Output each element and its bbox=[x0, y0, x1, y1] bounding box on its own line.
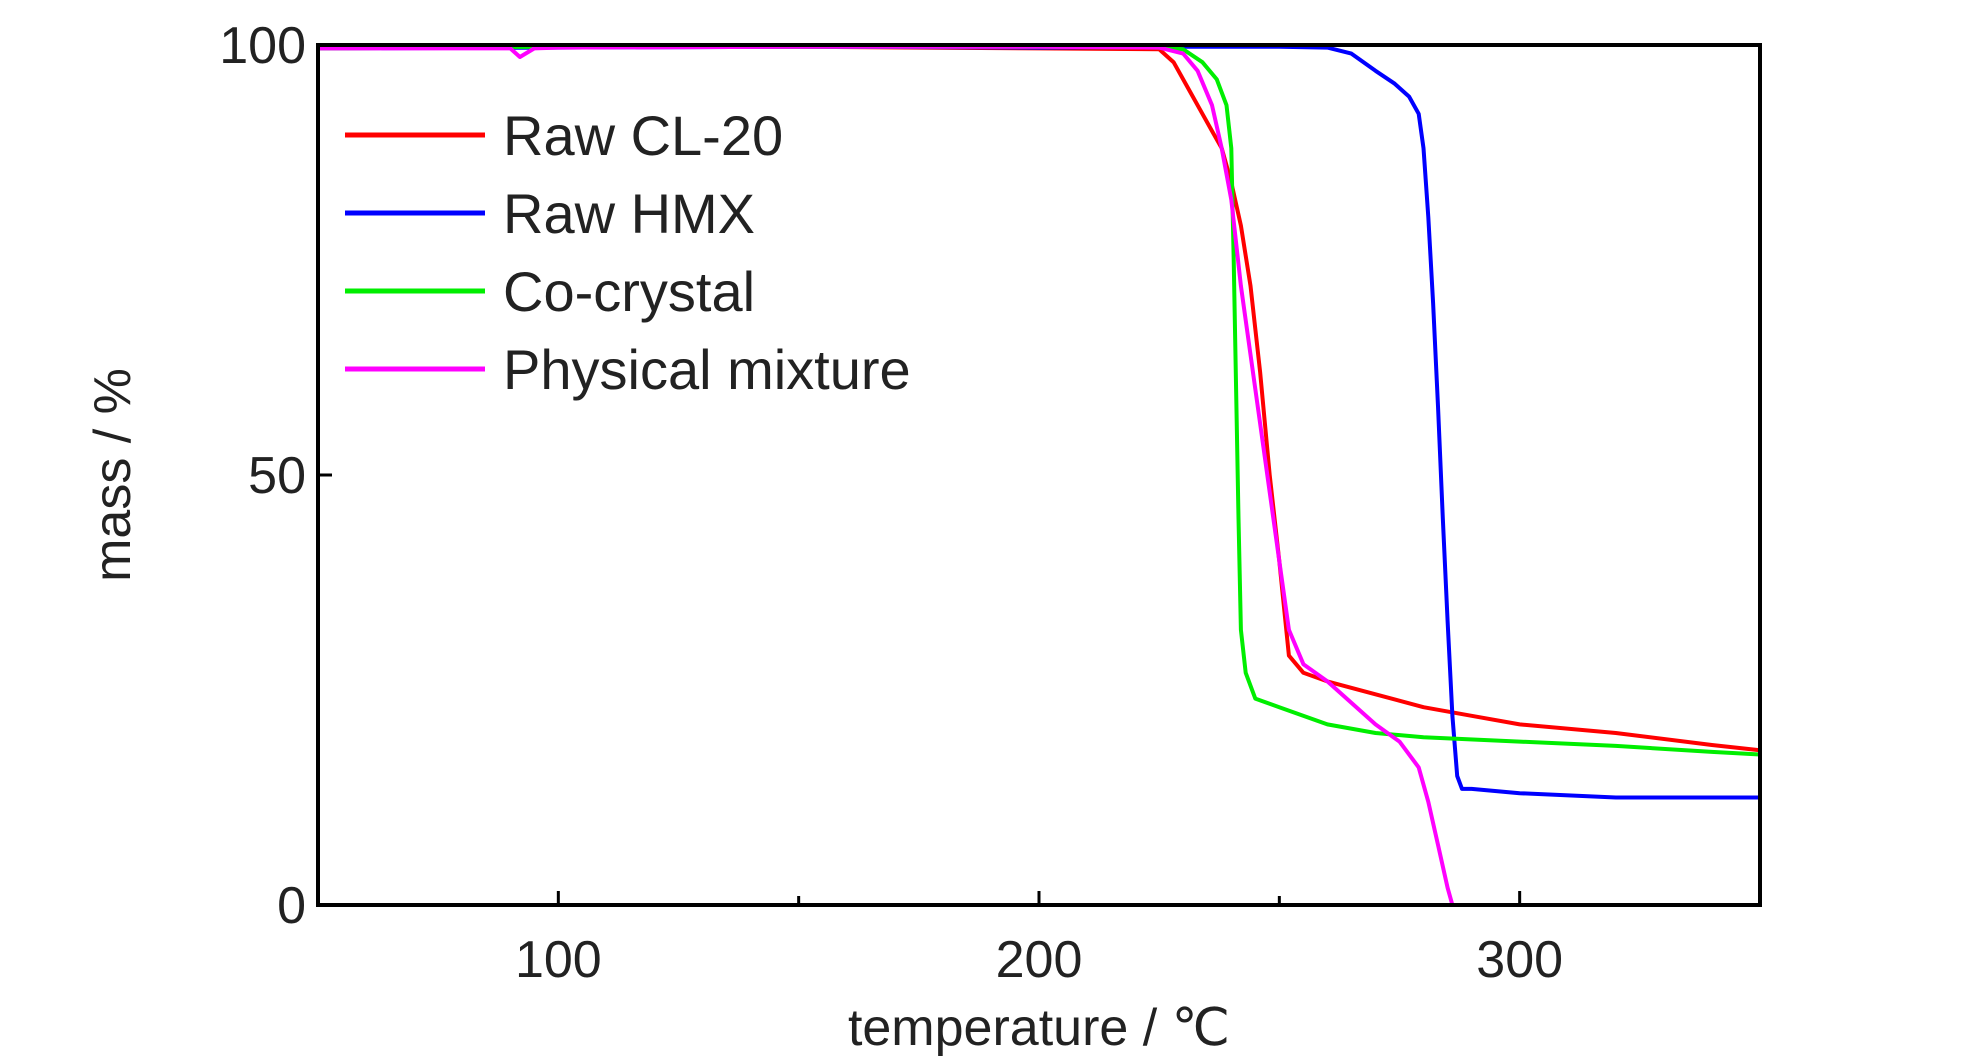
y-tick-label: 50 bbox=[248, 447, 306, 505]
series-line-0 bbox=[316, 44, 1762, 753]
legend-background bbox=[335, 95, 995, 417]
x-tick-label: 200 bbox=[996, 931, 1083, 989]
x-axis-title: temperature / ℃ bbox=[848, 999, 1230, 1057]
x-tick-label: 100 bbox=[515, 931, 602, 989]
y-tick-label: 100 bbox=[219, 17, 306, 75]
y-axis-title: mass / % bbox=[84, 368, 142, 582]
legend-label: Raw HMX bbox=[503, 182, 755, 245]
legend-label: Co-crystal bbox=[503, 260, 755, 323]
ticks-layer: 100 200 300 0 50 100 bbox=[219, 17, 1563, 989]
legend-label: Raw CL-20 bbox=[503, 104, 783, 167]
x-tick-label: 300 bbox=[1476, 931, 1563, 989]
legend-label: Physical mixture bbox=[503, 338, 911, 401]
y-tick-label: 0 bbox=[277, 877, 306, 935]
legend: Raw CL-20 Raw HMX Co-crystal Physical mixtu… bbox=[335, 95, 995, 417]
